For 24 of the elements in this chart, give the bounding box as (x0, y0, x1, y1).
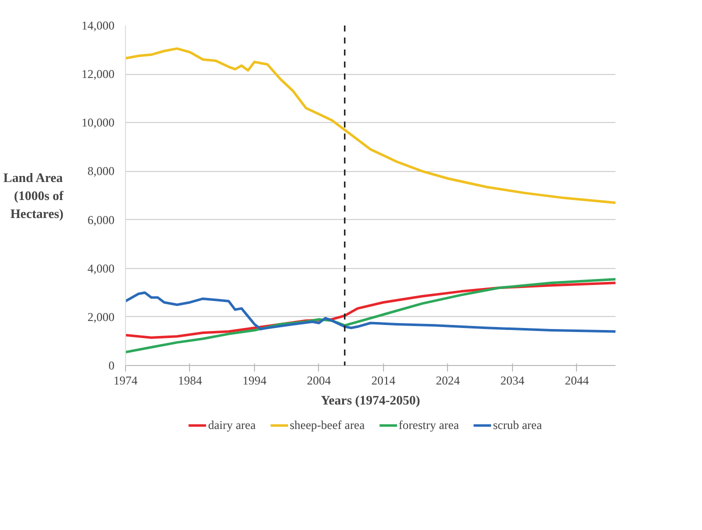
y-tick-label: 6,000 (88, 212, 114, 227)
y-tick-label: 0 (108, 358, 114, 372)
y-tick-label: 14,000 (82, 18, 114, 32)
x-tick-label: 2004 (306, 374, 331, 388)
x-tick-label: 1984 (178, 374, 202, 388)
x-tick-label: 2014 (371, 374, 396, 388)
x-tick-label: 2034 (500, 374, 524, 388)
x-tick-label: 1974 (114, 374, 138, 388)
line-series (126, 291, 616, 333)
legend-label: dairy area (208, 418, 256, 432)
y-tick-label: 2,000 (88, 310, 114, 324)
x-tick-label: 1994 (242, 374, 266, 388)
x-axis-title: Years (1974-2050) (320, 392, 420, 408)
y-tick-label: 12,000 (82, 67, 114, 82)
y-axis-title: Land Area (1000s of Hectares) (3, 170, 64, 221)
y-tick-label: 8,000 (88, 164, 114, 178)
x-tick-label: 2024 (436, 374, 460, 388)
legend-label: sheep-beef area (290, 418, 365, 432)
legend-label: scrub area (492, 418, 542, 432)
line-series (126, 47, 616, 204)
y-tick-label: 4,000 (88, 261, 114, 276)
legend-label: forestry area (398, 418, 459, 432)
x-tick-label: 2044 (564, 374, 589, 388)
y-tick-label: 10,000 (82, 116, 114, 130)
